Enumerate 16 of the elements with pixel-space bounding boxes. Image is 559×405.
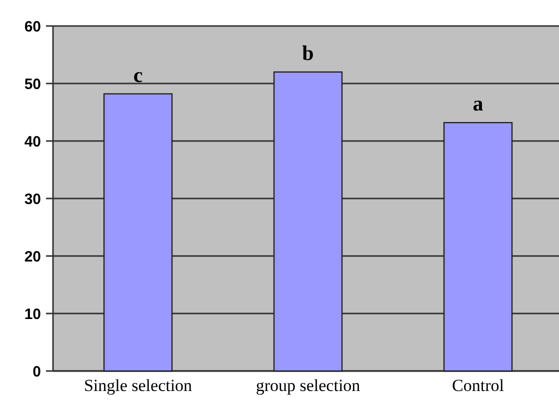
y-tick-label: 10 [24,306,41,323]
bar [103,93,173,372]
annotation: a [472,92,484,116]
y-tick-label: 0 [32,363,41,380]
y-tick-label: 40 [24,133,41,150]
y-tick-label: 30 [24,190,41,208]
x-tick-label: Control [452,376,504,395]
bar [273,71,343,372]
x-tick-label: group selection [256,376,361,395]
x-tick-label: Single selection [84,376,193,395]
annotation: b [302,41,314,65]
y-tick-label: 20 [24,248,41,266]
y-tick-label: 60 [24,18,41,36]
y-tick-label: 50 [24,76,41,93]
bar [443,122,513,372]
annotation: c [133,62,143,87]
